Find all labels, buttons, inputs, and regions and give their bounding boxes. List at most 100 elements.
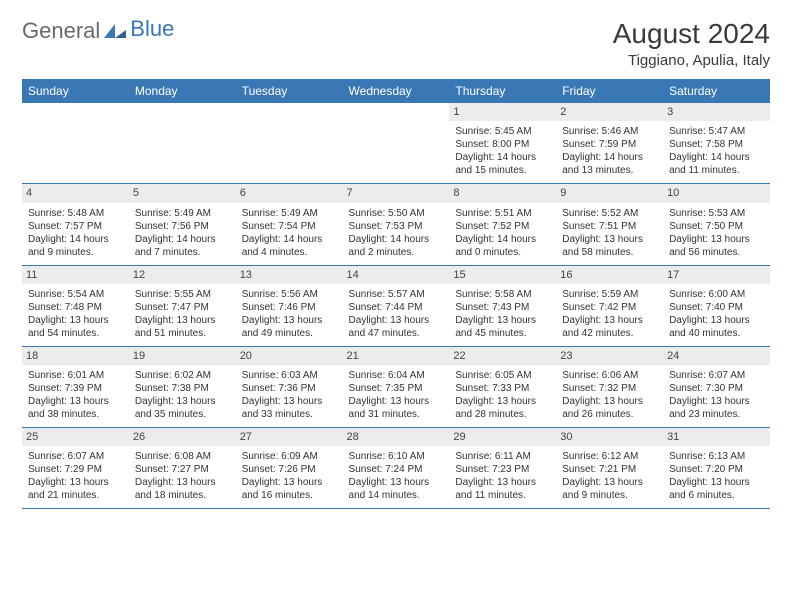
daylight-text: Daylight: 14 hours and 11 minutes. — [669, 151, 764, 177]
day-number: 19 — [129, 347, 236, 365]
sunset-text: Sunset: 7:51 PM — [562, 220, 657, 233]
weekday-header: Thursday — [449, 79, 556, 103]
daylight-text: Daylight: 13 hours and 6 minutes. — [669, 476, 764, 502]
calendar-cell: 23Sunrise: 6:06 AMSunset: 7:32 PMDayligh… — [556, 346, 663, 427]
brand-part2: Blue — [130, 16, 174, 42]
weekday-header: Sunday — [22, 79, 129, 103]
day-number: 3 — [663, 103, 770, 121]
sunrise-text: Sunrise: 5:52 AM — [562, 207, 657, 220]
daylight-text: Daylight: 13 hours and 21 minutes. — [28, 476, 123, 502]
daylight-text: Daylight: 13 hours and 26 minutes. — [562, 395, 657, 421]
sunrise-text: Sunrise: 5:54 AM — [28, 288, 123, 301]
sunset-text: Sunset: 7:47 PM — [135, 301, 230, 314]
calendar-cell — [343, 103, 450, 184]
day-number: 13 — [236, 266, 343, 284]
calendar-cell: 22 Sunrise: 6:05 AMSunset: 7:33 PMDayligh… — [449, 346, 556, 427]
sunset-text: Sunset: 7:35 PM — [349, 382, 444, 395]
day-number: 18 — [22, 347, 129, 365]
daylight-text: Daylight: 13 hours and 51 minutes. — [135, 314, 230, 340]
sunrise-text: Sunrise: 5:49 AM — [135, 207, 230, 220]
daylight-text: Daylight: 14 hours and 2 minutes. — [349, 233, 444, 259]
calendar-cell: 7Sunrise: 5:50 AMSunset: 7:53 PMDaylight… — [343, 184, 450, 265]
calendar-cell: 6Sunrise: 5:49 AMSunset: 7:54 PMDaylight… — [236, 184, 343, 265]
sunrise-text: Sunrise: 6:02 AM — [135, 369, 230, 382]
day-number: 30 — [556, 428, 663, 446]
sunset-text: Sunset: 7:59 PM — [562, 138, 657, 151]
daylight-text: Daylight: 14 hours and 7 minutes. — [135, 233, 230, 259]
day-number: 1 — [449, 103, 556, 121]
sunrise-text: Sunrise: 6:13 AM — [669, 450, 764, 463]
calendar-week-row: 25Sunrise: 6:07 AMSunset: 7:29 PMDayligh… — [22, 428, 770, 509]
calendar-cell: 15Sunrise: 5:58 AMSunset: 7:43 PMDayligh… — [449, 265, 556, 346]
sunrise-text: Sunrise: 6:03 AM — [242, 369, 337, 382]
weekday-header: Friday — [556, 79, 663, 103]
calendar-cell: 19Sunrise: 6:02 AMSunset: 7:38 PMDayligh… — [129, 346, 236, 427]
day-number: 10 — [663, 184, 770, 202]
sunset-text: Sunset: 7:48 PM — [28, 301, 123, 314]
sunset-text: Sunset: 7:21 PM — [562, 463, 657, 476]
calendar-cell — [236, 103, 343, 184]
day-number: 20 — [236, 347, 343, 365]
calendar-cell: 25Sunrise: 6:07 AMSunset: 7:29 PMDayligh… — [22, 428, 129, 509]
daylight-text: Daylight: 13 hours and 33 minutes. — [242, 395, 337, 421]
calendar-week-row: 4Sunrise: 5:48 AMSunset: 7:57 PMDaylight… — [22, 184, 770, 265]
sunrise-text: Sunrise: 6:07 AM — [28, 450, 123, 463]
calendar-cell: 11Sunrise: 5:54 AMSunset: 7:48 PMDayligh… — [22, 265, 129, 346]
calendar-week-row: 1 Sunrise: 5:45 AMSunset: 8:00 PM Daylight… — [22, 103, 770, 184]
calendar-body: 1 Sunrise: 5:45 AMSunset: 8:00 PM Daylight… — [22, 103, 770, 508]
sunset-text: Sunset: 7:42 PM — [562, 301, 657, 314]
daylight-text: Daylight: 13 hours and 31 minutes. — [349, 395, 444, 421]
sunset-text: Sunset: 7:39 PM — [28, 382, 123, 395]
day-number: 25 — [22, 428, 129, 446]
daylight-text: Daylight: 13 hours and 38 minutes. — [28, 395, 123, 421]
sunrise-text: Sunrise: 6:01 AM — [28, 369, 123, 382]
calendar-cell: 18 Sunrise: 6:01 AMSunset: 7:39 PMDayligh… — [22, 346, 129, 427]
daylight-text: Daylight: 14 hours and 4 minutes. — [242, 233, 337, 259]
sunrise-text: Sunrise: 6:00 AM — [669, 288, 764, 301]
weekday-header: Wednesday — [343, 79, 450, 103]
sunset-text: Sunset: 7:30 PM — [669, 382, 764, 395]
sunset-text: Sunset: 7:20 PM — [669, 463, 764, 476]
calendar-cell: 24Sunrise: 6:07 AMSunset: 7:30 PMDayligh… — [663, 346, 770, 427]
sunset-text: Sunset: 8:00 PM — [455, 138, 550, 151]
calendar-cell: 2 Sunrise: 5:46 AMSunset: 7:59 PMDaylight… — [556, 103, 663, 184]
daylight-text: Daylight: 14 hours and 13 minutes. — [562, 151, 657, 177]
sunrise-text: Sunrise: 6:11 AM — [455, 450, 550, 463]
sunset-text: Sunset: 7:58 PM — [669, 138, 764, 151]
sunrise-text: Sunrise: 6:07 AM — [669, 369, 764, 382]
sunrise-text: Sunrise: 6:05 AM — [455, 369, 550, 382]
sunset-text: Sunset: 7:53 PM — [349, 220, 444, 233]
bottom-divider — [22, 508, 770, 509]
daylight-text: Daylight: 13 hours and 47 minutes. — [349, 314, 444, 340]
calendar-cell — [129, 103, 236, 184]
daylight-text: Daylight: 14 hours and 0 minutes. — [455, 233, 550, 259]
sunrise-text: Sunrise: 5:47 AM — [669, 125, 764, 138]
day-number: 6 — [236, 184, 343, 202]
weekday-header: Monday — [129, 79, 236, 103]
sunset-text: Sunset: 7:27 PM — [135, 463, 230, 476]
title-block: August 2024 Tiggiano, Apulia, Italy — [613, 18, 770, 69]
calendar-cell: 14Sunrise: 5:57 AMSunset: 7:44 PMDayligh… — [343, 265, 450, 346]
day-number: 14 — [343, 266, 450, 284]
day-number: 7 — [343, 184, 450, 202]
daylight-text: Daylight: 13 hours and 45 minutes. — [455, 314, 550, 340]
daylight-text: Daylight: 13 hours and 16 minutes. — [242, 476, 337, 502]
sunrise-text: Sunrise: 5:59 AM — [562, 288, 657, 301]
daylight-text: Daylight: 13 hours and 42 minutes. — [562, 314, 657, 340]
sunrise-text: Sunrise: 5:58 AM — [455, 288, 550, 301]
daylight-text: Daylight: 13 hours and 49 minutes. — [242, 314, 337, 340]
day-number: 2 — [556, 103, 663, 121]
brand-mark-icon — [104, 18, 126, 44]
header: General Blue August 2024 Tiggiano, Apuli… — [22, 18, 770, 69]
sunset-text: Sunset: 7:52 PM — [455, 220, 550, 233]
sunrise-text: Sunrise: 5:46 AM — [562, 125, 657, 138]
calendar-cell: 31Sunrise: 6:13 AMSunset: 7:20 PMDayligh… — [663, 428, 770, 509]
sunrise-text: Sunrise: 6:08 AM — [135, 450, 230, 463]
sunrise-text: Sunrise: 5:45 AM — [455, 125, 550, 138]
calendar-cell — [22, 103, 129, 184]
day-number: 15 — [449, 266, 556, 284]
day-number: 22 — [449, 347, 556, 365]
calendar-cell: 17Sunrise: 6:00 AMSunset: 7:40 PMDayligh… — [663, 265, 770, 346]
sunset-text: Sunset: 7:33 PM — [455, 382, 550, 395]
daylight-text: Daylight: 13 hours and 28 minutes. — [455, 395, 550, 421]
